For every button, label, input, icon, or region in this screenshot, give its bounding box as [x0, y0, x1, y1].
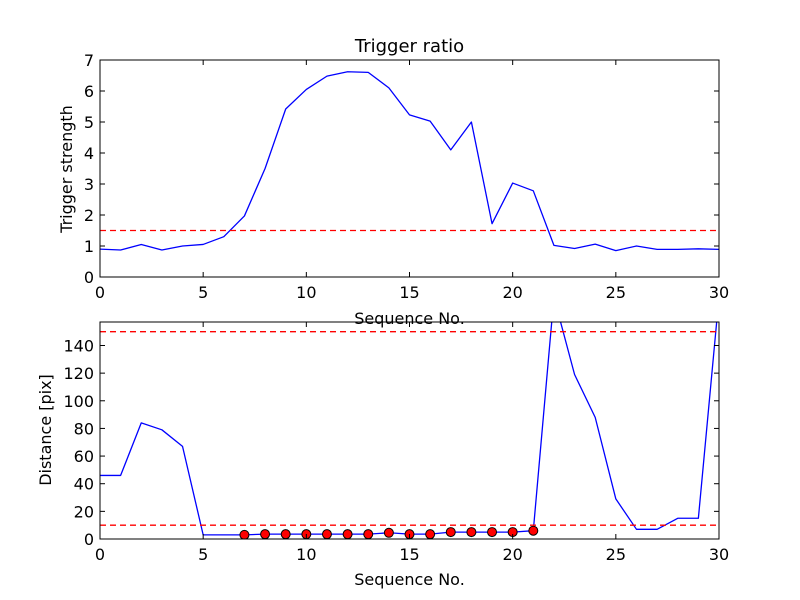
plot-area: 0 5 10 15 20 25 30 0 1 2 3 4 5 6 7 — [84, 51, 729, 302]
x-tick-label: 30 — [709, 545, 729, 564]
x-tick-label: 20 — [502, 545, 522, 564]
data-point — [487, 527, 498, 538]
data-point — [363, 529, 374, 539]
data-point — [342, 529, 353, 539]
x-tick-label: 25 — [606, 283, 626, 302]
data-point — [383, 527, 394, 538]
y-tick-label: 120 — [63, 364, 94, 383]
x-tick-label: 20 — [502, 283, 522, 302]
x-tick-label: 5 — [198, 283, 208, 302]
y-tick-label: 60 — [74, 447, 94, 466]
y-tick-label: 100 — [63, 392, 94, 411]
y-tick-label: 3 — [84, 175, 94, 194]
y-tick-label: 6 — [84, 82, 94, 101]
y-tick-label: 2 — [84, 206, 94, 225]
data-point — [445, 527, 456, 538]
plot-area: 0 5 10 15 20 25 30 0 20 40 60 80 100 120 140 — [63, 321, 729, 564]
x-axis-label: Sequence No. — [354, 309, 465, 328]
distance-panel: Sequence No. Distance [pix] 0 5 10 15 20 25 30… — [36, 321, 729, 589]
plot-frame — [99, 59, 720, 278]
y-tick-label: 0 — [84, 530, 94, 549]
data-point — [466, 527, 477, 538]
y-axis-label: Distance [pix] — [36, 374, 55, 486]
x-tick-label: 25 — [606, 545, 626, 564]
x-tick-label: 10 — [296, 545, 316, 564]
x-tick-label: 10 — [296, 283, 316, 302]
y-tick-label: 4 — [84, 144, 94, 163]
y-tick-label: 7 — [84, 51, 94, 70]
y-tick-label: 5 — [84, 113, 94, 132]
x-tick-label: 0 — [95, 283, 105, 302]
x-tick-label: 15 — [399, 283, 419, 302]
y-tick-label: 0 — [84, 268, 94, 287]
plot-frame — [99, 321, 720, 540]
series-line — [100, 71, 719, 252]
y-tick-label: 40 — [74, 475, 94, 494]
x-axis-label: Sequence No. — [354, 570, 465, 589]
y-tick-label: 80 — [74, 419, 94, 438]
chart-title: Trigger ratio — [354, 36, 464, 57]
series-line — [100, 322, 718, 536]
data-point — [280, 529, 291, 539]
x-tick-label: 5 — [198, 545, 208, 564]
trigger-ratio-panel: Trigger ratio Sequence No. Trigger stren… — [57, 36, 729, 328]
data-point — [321, 529, 332, 539]
y-tick-label: 20 — [74, 502, 94, 521]
x-tick-label: 30 — [709, 283, 729, 302]
data-point — [425, 529, 436, 539]
y-axis-label: Trigger strength — [57, 105, 76, 234]
data-point — [239, 529, 250, 539]
data-point — [528, 525, 539, 536]
data-point — [260, 529, 271, 539]
x-tick-label: 15 — [399, 545, 419, 564]
y-tick-label: 140 — [63, 336, 94, 355]
y-tick-label: 1 — [84, 237, 94, 256]
x-tick-label: 0 — [95, 545, 105, 564]
